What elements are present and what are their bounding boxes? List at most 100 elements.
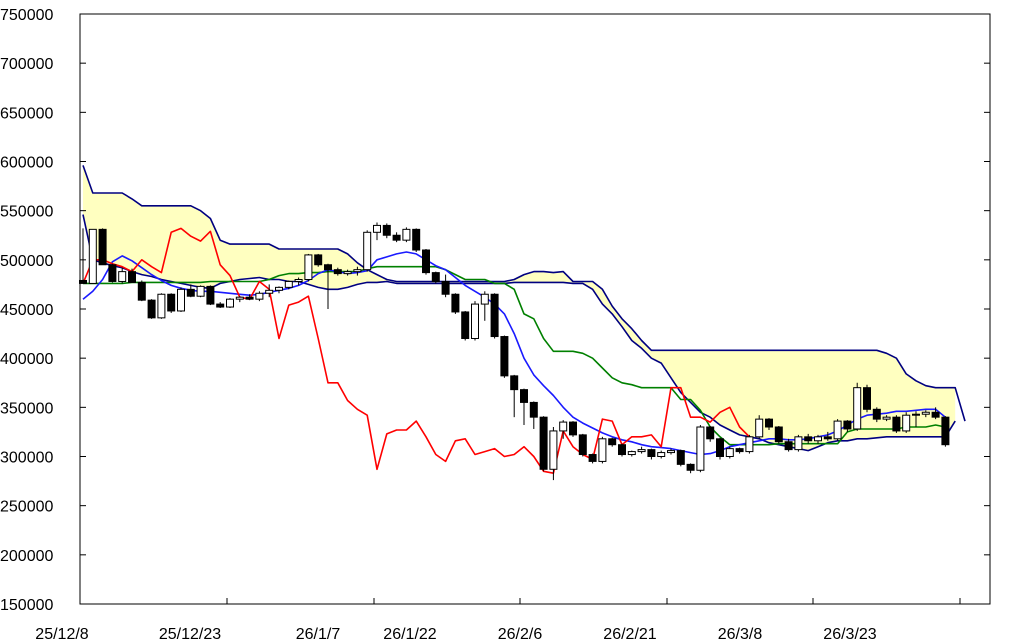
candle [686, 463, 695, 474]
candle-body-up [471, 303, 479, 340]
candle-body-up [304, 254, 313, 281]
candle-body-down [774, 426, 783, 443]
candle [520, 388, 528, 426]
candle [137, 280, 146, 302]
candle-body-down [872, 408, 881, 420]
candle [608, 437, 617, 447]
candle-body-down [823, 436, 832, 440]
candle [657, 450, 666, 459]
candle-body-up [833, 420, 842, 440]
candle [412, 228, 421, 252]
candle [725, 446, 734, 459]
candle-body-up [755, 418, 764, 438]
candle [676, 449, 685, 467]
y-tick-label: 500000 [0, 253, 53, 270]
candle-body-down [706, 426, 715, 440]
candle [245, 294, 254, 301]
candle-body-down [167, 293, 176, 312]
candle [902, 412, 911, 433]
candle [745, 434, 754, 454]
candle [451, 293, 460, 314]
candle [833, 419, 842, 441]
y-tick-label: 200000 [0, 548, 53, 565]
candle [363, 230, 372, 272]
candle [118, 267, 127, 284]
candle-body-down [422, 249, 430, 274]
candle-body-up [480, 293, 489, 305]
candle-body-up [157, 293, 166, 319]
candle [667, 448, 675, 455]
candle [549, 427, 558, 481]
candle-body-down [539, 416, 548, 470]
candle-body-down [431, 272, 440, 282]
candle-body-down [931, 411, 940, 418]
candle-body-down [451, 293, 460, 313]
x-tick-label: 26/3/8 [718, 626, 763, 643]
candle [569, 421, 577, 437]
candle [794, 434, 803, 452]
y-tick-label: 450000 [0, 302, 53, 319]
candle-body-down [843, 420, 852, 430]
candle [647, 448, 656, 460]
candle-body-down [716, 438, 724, 457]
candle [373, 222, 381, 241]
candle [353, 266, 362, 276]
y-tick-label: 150000 [0, 597, 53, 614]
candle-body-down [863, 387, 871, 410]
candle-body-down [461, 311, 470, 340]
candle [235, 296, 244, 303]
candle-body-down [245, 296, 254, 300]
candle-body-down [569, 421, 577, 436]
senkou-span-a-line [82, 165, 966, 422]
candle-body-down [382, 224, 391, 236]
candle-body-down [578, 434, 587, 456]
candle-body-down [412, 228, 421, 251]
candle-body-down [804, 436, 813, 442]
candle [177, 287, 185, 312]
chikou-span-line [82, 227, 750, 475]
candle-body-down [314, 254, 323, 266]
candle [853, 382, 862, 431]
candle [618, 443, 626, 457]
candle [598, 436, 607, 464]
y-axis: 750000 700000 650000 600000 550000 500000 4500… [0, 7, 990, 614]
candle-body-up [294, 279, 303, 282]
x-tick-label: 25/12/23 [159, 626, 221, 643]
candle [157, 293, 166, 319]
candle [578, 433, 587, 457]
candle [529, 401, 538, 429]
candle-body-down [647, 449, 656, 458]
candle-body-up [882, 416, 891, 420]
y-tick-label: 600000 [0, 155, 53, 172]
candle-body-up [745, 436, 754, 453]
y-tick-label: 300000 [0, 450, 53, 467]
candlesticks [79, 222, 950, 481]
candle-body-up [627, 451, 636, 456]
candle [324, 263, 332, 309]
candle-body-up [284, 280, 293, 288]
candle-body-up [814, 436, 822, 442]
candle [275, 286, 283, 294]
candle [490, 293, 499, 339]
kumo-cloud [83, 165, 956, 451]
candle-body-down [510, 375, 519, 391]
candle-body-up [725, 448, 734, 457]
candle [774, 426, 783, 444]
candle [814, 434, 822, 444]
candle-body-down [608, 438, 617, 446]
candle-body-up [402, 228, 411, 241]
candle [863, 384, 871, 413]
y-tick-label: 350000 [0, 400, 53, 417]
candle [226, 298, 234, 309]
candle [921, 410, 930, 418]
candle [294, 277, 303, 286]
candle-body-up [696, 426, 705, 471]
candle [539, 416, 548, 472]
candle-body-up [637, 449, 646, 453]
candle-body-down [98, 228, 107, 266]
candle [441, 274, 450, 298]
candle-body-up [275, 286, 283, 291]
candle-body-down [333, 269, 342, 275]
x-tick-label: 26/1/7 [296, 626, 341, 643]
candle-body-up [255, 292, 264, 300]
